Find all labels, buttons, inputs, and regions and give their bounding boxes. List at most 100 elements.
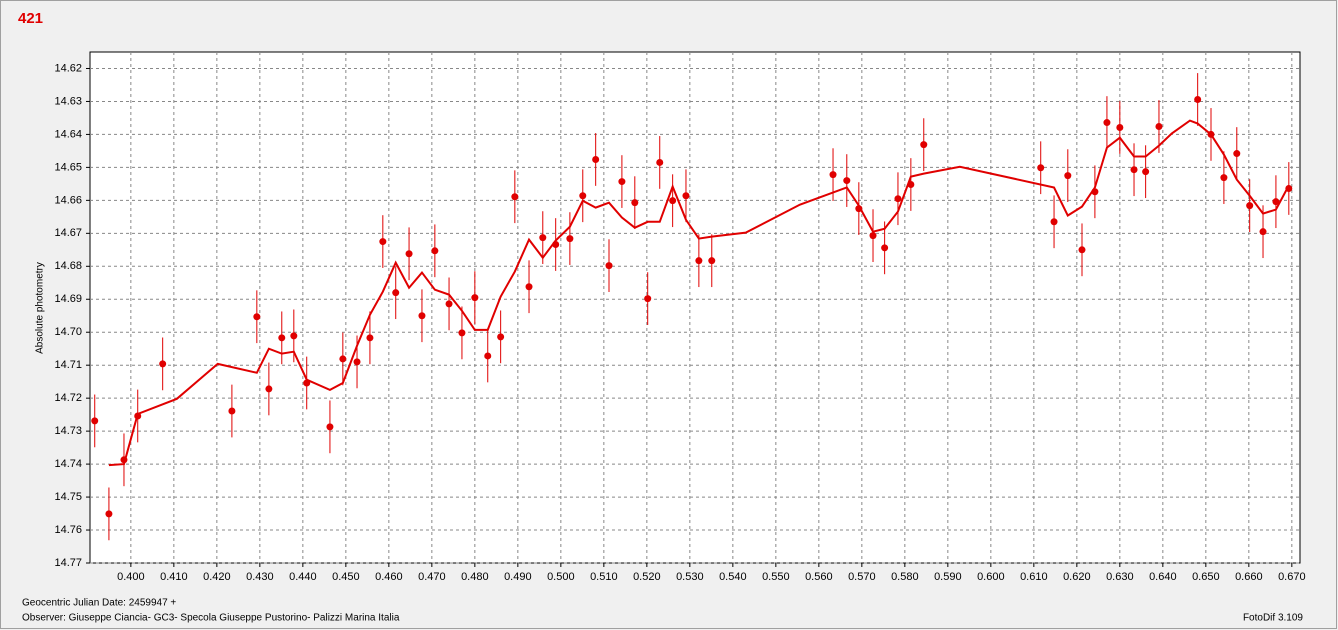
x-tick-label: 0.600 [977, 571, 1005, 583]
x-tick-label: 0.490 [504, 571, 532, 583]
data-point [656, 158, 664, 166]
x-tick-label: 0.620 [1063, 571, 1091, 583]
x-tick-label: 0.470 [418, 571, 446, 583]
x-tick-label: 0.440 [289, 571, 317, 583]
data-point [159, 360, 167, 368]
data-point [1116, 123, 1124, 131]
y-tick-label: 14.75 [54, 491, 82, 503]
data-point [1064, 172, 1072, 180]
data-point [605, 262, 613, 270]
x-tick-label: 0.400 [117, 571, 145, 583]
data-point [669, 197, 677, 205]
data-point [431, 247, 439, 255]
x-tick-label: 0.670 [1278, 571, 1306, 583]
y-tick-label: 14.77 [54, 557, 82, 569]
data-point [644, 295, 652, 303]
data-point [326, 423, 334, 431]
y-tick-label: 14.65 [54, 161, 82, 173]
x-tick-label: 0.520 [633, 571, 661, 583]
data-point [1220, 174, 1228, 182]
x-tick-label: 0.560 [805, 571, 833, 583]
x-tick-label: 0.550 [762, 571, 790, 583]
data-point [253, 313, 261, 321]
x-tick-label: 0.580 [891, 571, 919, 583]
data-point [1259, 228, 1267, 236]
data-point [682, 192, 690, 200]
data-point [1103, 119, 1111, 127]
data-point [566, 235, 574, 243]
data-point [497, 333, 505, 341]
x-tick-label: 0.500 [547, 571, 575, 583]
y-tick-label: 14.70 [54, 326, 82, 338]
y-tick-label: 14.71 [54, 359, 82, 371]
y-tick-label: 14.62 [54, 62, 82, 74]
data-point [881, 244, 889, 252]
x-tick-label: 0.530 [676, 571, 704, 583]
y-tick-label: 14.63 [54, 95, 82, 107]
data-point [1155, 123, 1163, 131]
y-tick-label: 14.74 [54, 458, 82, 470]
x-tick-label: 0.410 [160, 571, 188, 583]
y-tick-label: 14.72 [54, 392, 82, 404]
data-point [458, 329, 466, 337]
model-line [108, 119, 1290, 467]
data-point [1272, 198, 1280, 206]
data-point [829, 171, 837, 179]
data-point [869, 232, 877, 240]
data-point [579, 192, 587, 200]
x-tick-label: 0.450 [332, 571, 360, 583]
data-point [484, 352, 492, 360]
x-axis-note: Geocentric Julian Date: 2459947 + [22, 598, 176, 609]
data-point [290, 332, 298, 340]
data-point [708, 257, 716, 265]
x-tick-label: 0.430 [246, 571, 274, 583]
data-point [618, 178, 626, 186]
x-tick-label: 0.460 [375, 571, 403, 583]
data-point [265, 385, 273, 393]
data-point [353, 358, 361, 366]
observer: Observer: Giuseppe Ciancia- GC3- Specola… [22, 613, 400, 624]
data-point [105, 510, 113, 518]
data-point [525, 283, 533, 291]
data-point [471, 294, 479, 302]
y-tick-label: 14.64 [54, 128, 82, 140]
x-tick-label: 0.570 [848, 571, 876, 583]
x-tick-label: 0.630 [1106, 571, 1134, 583]
data-point [1130, 166, 1138, 174]
data-point [366, 334, 374, 342]
x-tick-label: 0.510 [590, 571, 618, 583]
data-point [228, 407, 236, 415]
x-tick-label: 0.420 [203, 571, 231, 583]
software: FotoDif 3.109 [1243, 613, 1303, 624]
data-point [592, 155, 600, 163]
x-tick-label: 0.480 [461, 571, 489, 583]
y-tick-label: 14.68 [54, 260, 82, 272]
data-point [1050, 218, 1058, 226]
data-point [695, 257, 703, 265]
x-tick-label: 0.540 [719, 571, 747, 583]
y-tick-label: 14.66 [54, 194, 82, 206]
data-point [1037, 164, 1045, 172]
data-point [1194, 95, 1202, 103]
data-point [894, 195, 902, 203]
data-point [392, 289, 400, 297]
data-point [339, 355, 347, 363]
data-point [418, 312, 426, 320]
data-point [1233, 150, 1241, 158]
data-point [539, 234, 547, 242]
data-point [278, 334, 286, 342]
y-tick-label: 14.76 [54, 524, 82, 536]
data-point [1246, 202, 1254, 210]
x-tick-label: 0.640 [1149, 571, 1177, 583]
x-tick-label: 0.590 [934, 571, 962, 583]
data-point [511, 193, 519, 201]
plot-area [89, 51, 1301, 564]
x-tick-label: 0.650 [1192, 571, 1220, 583]
y-axis-label: Absolute photometry [35, 262, 46, 354]
chart-title: 421 [18, 10, 43, 27]
data-point [1142, 168, 1150, 176]
data-point [91, 417, 99, 425]
data-point [631, 199, 639, 207]
